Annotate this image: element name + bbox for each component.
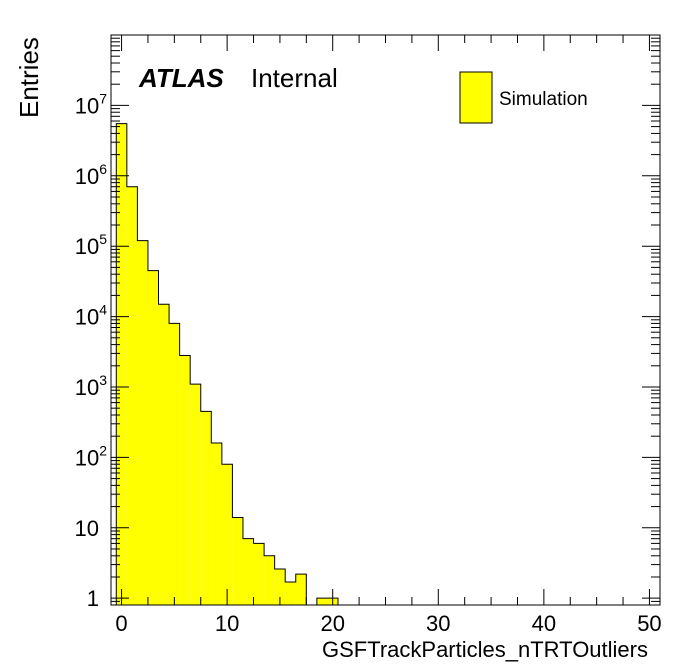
- atlas-label: ATLAS: [138, 63, 224, 93]
- histogram-bar: [137, 240, 148, 605]
- x-axis-ticks: [121, 35, 650, 605]
- histogram-bar: [169, 323, 180, 605]
- y-axis-ticks: [111, 34, 660, 606]
- histogram-bar: [232, 517, 243, 605]
- x-tick-labels: 0 10 20 30 40 50: [115, 611, 661, 636]
- histogram-bar: [200, 411, 212, 605]
- histogram-bar: [274, 568, 286, 605]
- histogram-bar: [221, 464, 233, 605]
- histogram-bar: [316, 598, 328, 605]
- histogram-bar: [190, 384, 201, 605]
- legend-label: Simulation: [499, 89, 588, 110]
- y-tick-labels: 1 10 102 103 104 105 106 107: [75, 90, 108, 611]
- legend-swatch: [459, 71, 493, 124]
- legend: Simulation: [459, 71, 588, 124]
- y-tick-label: 106: [75, 161, 107, 189]
- x-tick-label: 0: [115, 611, 127, 636]
- y-tick-label: 107: [75, 90, 107, 118]
- y-tick-label: 1: [87, 586, 99, 611]
- y-tick-label: 102: [75, 442, 107, 470]
- histogram-bar: [285, 581, 296, 605]
- y-tick-label: 103: [75, 372, 107, 400]
- histogram-bars: [116, 123, 338, 606]
- x-tick-label: 30: [426, 611, 450, 636]
- y-tick-label: 104: [75, 302, 107, 330]
- x-tick-label: 10: [215, 611, 239, 636]
- y-tick-label: 10: [75, 516, 99, 541]
- y-axis-title: Entries: [14, 37, 44, 118]
- histogram-bar: [126, 186, 138, 606]
- x-tick-label: 20: [320, 611, 344, 636]
- x-tick-label: 40: [532, 611, 556, 636]
- histogram-bar: [116, 123, 127, 605]
- histogram-bar: [264, 555, 275, 605]
- histogram-bar: [179, 355, 191, 605]
- x-axis-title: GSFTrackParticles_nTRTOutliers: [322, 637, 648, 662]
- histogram-bar: [242, 538, 254, 605]
- histogram-bar: [253, 543, 265, 605]
- histogram-bar: [158, 304, 170, 605]
- internal-label: Internal: [251, 63, 338, 93]
- histogram-bar: [211, 443, 222, 605]
- histogram-bar: [147, 270, 159, 605]
- y-tick-label: 105: [75, 231, 107, 259]
- x-tick-label: 50: [637, 611, 661, 636]
- histogram-bar: [295, 574, 307, 605]
